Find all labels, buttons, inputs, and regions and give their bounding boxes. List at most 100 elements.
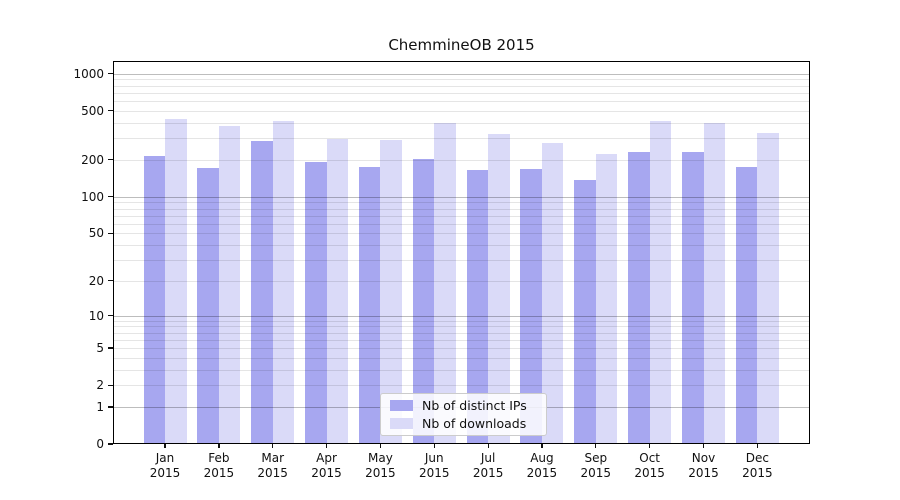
y-tick-mark-1: [108, 406, 113, 408]
x-tick-label-mar: Mar 2015: [242, 451, 304, 481]
y-tick-label-200: 200: [81, 152, 104, 167]
x-tick-year: 2015: [472, 466, 504, 480]
x-tick-month: Aug: [530, 451, 554, 465]
x-tick-year: 2015: [580, 466, 612, 480]
bar-ips-jun: [412, 158, 435, 444]
gridline-minor-30: [113, 260, 810, 261]
x-tick-mark-nov: [702, 444, 705, 448]
gridline-minor-6: [113, 339, 810, 341]
gridline-minor-600: [113, 101, 810, 103]
x-tick-mark-feb: [218, 444, 220, 448]
x-tick-mark-aug: [541, 444, 543, 448]
gridline-minor-80: [113, 208, 810, 210]
x-tick-label-feb: Feb 2015: [188, 451, 250, 481]
gridline-minor-800: [113, 85, 810, 87]
x-tick-year: 2015: [418, 466, 450, 480]
bar-ips-sep: [574, 180, 596, 444]
y-tick-label-50: 50: [88, 226, 104, 241]
gridline-minor-700: [113, 92, 810, 94]
bar-ips-jul: [466, 169, 489, 444]
grid-layer: [113, 61, 810, 444]
legend-row-downloads: Nb of downloads: [390, 416, 537, 431]
gridline-minor-300: [113, 138, 810, 140]
x-tick-month: Sep: [584, 451, 608, 465]
gridline-minor-8: [113, 326, 810, 328]
y-tick-label-100: 100: [81, 189, 104, 204]
bar-downloads-jul: [488, 133, 510, 444]
y-tick-mark-50: [108, 232, 113, 234]
gridline-minor-70: [113, 215, 810, 217]
x-tick-month: Nov: [691, 451, 716, 465]
legend-swatch-icon: [390, 417, 413, 429]
y-tick-label-20: 20: [88, 273, 104, 288]
x-tick-month: Mar: [261, 451, 284, 465]
y-tick-mark-200: [108, 159, 113, 161]
x-tick-month: Jun: [424, 451, 444, 465]
bar-ips-dec: [735, 167, 758, 444]
x-tick-year: 2015: [311, 466, 342, 480]
bar-ips-feb: [197, 167, 219, 444]
x-tick-month: Feb: [208, 451, 230, 465]
legend-row-distinct-ips: Nb of distinct IPs: [390, 398, 537, 413]
bar-downloads-nov: [703, 122, 725, 444]
bar-ips-aug: [520, 168, 542, 444]
bar-downloads-sep: [595, 153, 618, 444]
bar-downloads-dec: [757, 132, 779, 444]
x-tick-mark-jul: [487, 444, 489, 448]
y-tick-mark-2: [108, 384, 113, 386]
y-tick-mark-20: [108, 280, 113, 282]
bar-downloads-oct: [649, 120, 672, 444]
bar-ips-may: [358, 167, 381, 444]
x-tick-year: 2015: [149, 466, 181, 480]
y-tick-label-2: 2: [96, 378, 104, 393]
x-tick-label-nov: Nov 2015: [673, 451, 735, 481]
x-tick-year: 2015: [365, 466, 396, 480]
y-tick-label-5: 5: [96, 341, 104, 355]
x-tick-month: Oct: [639, 451, 661, 465]
x-tick-month: May: [367, 451, 393, 465]
bar-downloads-may: [380, 140, 402, 444]
x-tick-mark-jan: [164, 444, 166, 448]
gridline-minor-7: [113, 332, 810, 334]
gridline-minor-900: [113, 79, 810, 81]
plot-area: [113, 61, 810, 444]
x-tick-label-jun: Jun 2015: [403, 451, 465, 481]
bar-ips-oct: [628, 152, 650, 444]
gridline-major-10: [113, 315, 810, 317]
x-tick-mark-sep: [595, 444, 597, 448]
x-tick-label-dec: Dec 2015: [726, 451, 788, 481]
y-tick-mark-100: [108, 196, 113, 198]
bar-ips-apr: [305, 162, 327, 444]
bar-downloads-jun: [434, 122, 456, 444]
gridline-minor-9: [113, 320, 810, 322]
x-tick-label-may: May 2015: [349, 451, 411, 481]
y-tick-mark-10: [108, 314, 113, 317]
bar-downloads-mar: [272, 121, 295, 444]
x-tick-mark-may: [379, 444, 382, 448]
gridline-minor-3: [113, 369, 810, 371]
gridline-minor-50: [113, 233, 810, 235]
gridline-minor-2: [113, 385, 810, 387]
legend-swatch-icon: [390, 400, 413, 412]
x-tick-label-apr: Apr 2015: [296, 451, 358, 481]
bar-downloads-aug: [541, 142, 564, 444]
bar-downloads-apr: [326, 139, 349, 444]
x-tick-month: Jul: [480, 451, 496, 465]
x-tick-year: 2015: [634, 466, 665, 480]
bar-ips-mar: [251, 141, 273, 444]
x-tick-month: Apr: [316, 451, 337, 465]
x-tick-mark-oct: [649, 444, 651, 448]
x-tick-year: 2015: [203, 466, 235, 480]
x-tick-mark-apr: [325, 444, 328, 448]
gridline-minor-5: [113, 348, 810, 349]
x-tick-mark-mar: [272, 444, 274, 448]
bars-layer: [113, 61, 810, 444]
y-tick-mark-1000: [108, 73, 113, 75]
x-tick-year: 2015: [688, 466, 719, 480]
gridline-minor-20: [113, 280, 810, 282]
bar-downloads-jan: [165, 119, 187, 444]
x-tick-year: 2015: [257, 466, 288, 480]
x-tick-month: Dec: [745, 451, 769, 465]
gridline-minor-400: [113, 122, 810, 124]
